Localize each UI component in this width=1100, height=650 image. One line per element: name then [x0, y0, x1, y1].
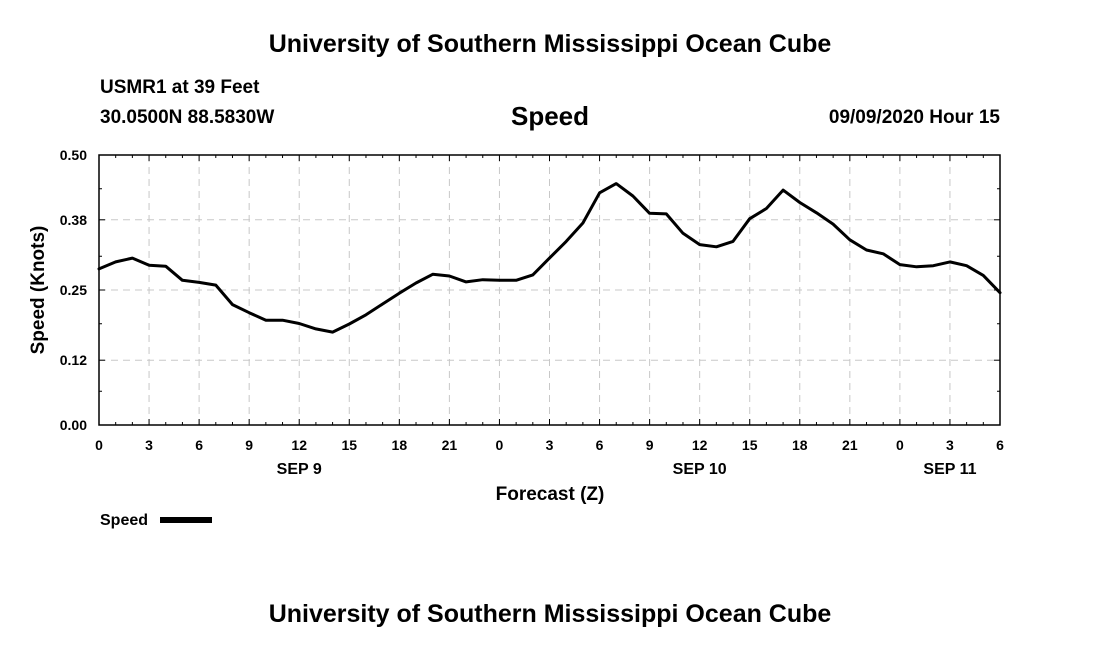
page-title-top: University of Southern Mississippi Ocean…	[268, 30, 832, 58]
x-tick-label: 6	[996, 437, 1004, 453]
speed-chart: 0 3 6 9 12 15 18 21 0 3 6 9 12 15 18 21 0 3 6 0.00 0.12 0.25 0…	[28, 147, 1004, 529]
y-tick-label: 0.50	[60, 147, 87, 163]
x-tick-label: 3	[546, 437, 554, 453]
x-tick-label: 18	[792, 437, 808, 453]
x-tick-label: 9	[245, 437, 253, 453]
station-label: USMR1 at 39 Feet	[100, 77, 260, 98]
x-tick-label: 0	[496, 437, 504, 453]
variable-label: Speed	[510, 101, 590, 131]
page-title-bottom: University of Southern Mississippi Ocean…	[268, 600, 832, 628]
y-tick-label: 0.12	[60, 352, 87, 368]
speed-series-line	[97, 182, 1002, 334]
x-tick-label: 12	[692, 437, 708, 453]
x-tick-label: 21	[442, 437, 458, 453]
x-tick-label: 15	[341, 437, 357, 453]
y-tick-label: 0.00	[60, 417, 87, 433]
x-tick-label: 6	[596, 437, 604, 453]
issued-label: 09/09/2020 Hour 15	[828, 107, 1000, 128]
y-tick-label: 0.38	[60, 212, 87, 228]
x-tick-label: 3	[946, 437, 954, 453]
x-tick-label: 0	[896, 437, 904, 453]
tick-layer: 0 3 6 9 12 15 18 21 0 3 6 9 12 15 18 21 0 3 6 0.00 0.12 0.25 0…	[60, 147, 1004, 478]
date-label: SEP 11	[923, 461, 976, 478]
x-tick-label: 15	[742, 437, 758, 453]
location-label: 30.0500N 88.5830W	[100, 107, 275, 128]
grid-layer	[99, 155, 1000, 425]
x-tick-label: 21	[842, 437, 858, 453]
x-tick-label: 12	[291, 437, 307, 453]
legend: Speed	[100, 512, 212, 529]
y-tick-label: 0.25	[60, 282, 87, 298]
x-tick-label: 6	[195, 437, 203, 453]
date-label: SEP 9	[277, 461, 322, 478]
legend-label: Speed	[100, 512, 148, 529]
x-axis-label: Forecast (Z)	[496, 484, 605, 505]
y-axis-label: Speed (Knots)	[28, 226, 49, 355]
x-tick-label: 9	[646, 437, 654, 453]
x-tick-label: 0	[95, 437, 103, 453]
x-tick-label: 18	[392, 437, 408, 453]
date-label: SEP 10	[673, 461, 727, 478]
x-tick-label: 3	[145, 437, 153, 453]
